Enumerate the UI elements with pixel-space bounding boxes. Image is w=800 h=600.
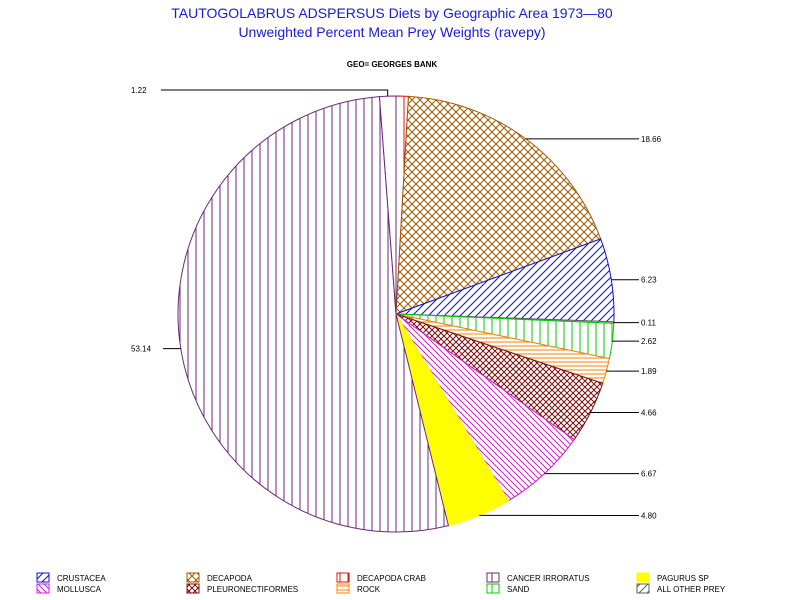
slice-value-labels: 18.66 6.23 0.11 2.62 1.89 4.66 6.67 4.80 1.22 53.… — [131, 86, 662, 520]
legend-swatch — [636, 583, 650, 594]
pie-slices — [177, 95, 615, 533]
legend-swatch — [336, 572, 350, 583]
legend-swatch — [336, 583, 350, 594]
slice-value-label: 0.11 — [641, 319, 657, 328]
legend-label: PAGURUS SP — [657, 574, 709, 583]
slice-value-label: 6.23 — [641, 276, 657, 285]
legend-label: PLEURONECTIFORMES — [207, 585, 298, 594]
leader-line — [161, 89, 389, 97]
slice-value-label: 4.66 — [641, 408, 657, 417]
legend-label: MOLLUSCA — [57, 585, 102, 594]
slice-value-label: 4.80 — [641, 511, 657, 520]
legend-swatch — [186, 583, 200, 594]
slice-value-label: 53.14 — [131, 345, 152, 354]
slice-value-label: 1.22 — [131, 86, 147, 95]
pie-slice — [177, 96, 450, 533]
slice-value-label: 2.62 — [641, 337, 657, 346]
legend-label: SAND — [507, 585, 529, 594]
pie-slice — [395, 95, 602, 315]
legend-swatch — [486, 572, 500, 583]
legend-label: DECAPODA CRAB — [357, 574, 426, 583]
slice-value-label: 6.67 — [641, 470, 657, 479]
legend-label: ROCK — [357, 585, 381, 594]
chart-title: TAUTOGOLABRUS ADSPERSUS Diets by Geograp… — [171, 5, 613, 21]
legend: CRUSTACEA DECAPODA DECAPODA CRAB CANCER IRR… — [36, 572, 726, 594]
legend-swatch — [186, 572, 200, 583]
chart-subtitle: Unweighted Percent Mean Prey Weights (ra… — [238, 24, 545, 40]
legend-swatch — [636, 572, 650, 583]
legend-label: ALL OTHER PREY — [657, 585, 726, 594]
legend-swatch — [36, 583, 50, 594]
legend-label: CANCER IRRORATUS — [507, 574, 590, 583]
legend-swatch — [486, 583, 500, 594]
slice-value-label: 1.89 — [641, 367, 657, 376]
legend-label: DECAPODA — [207, 574, 253, 583]
slice-value-label: 18.66 — [641, 135, 662, 144]
legend-swatch — [36, 572, 50, 583]
geo-panel-label: GEO= GEORGES BANK — [347, 60, 438, 69]
slice-leader-lines — [161, 89, 639, 516]
legend-label: CRUSTACEA — [57, 574, 106, 583]
